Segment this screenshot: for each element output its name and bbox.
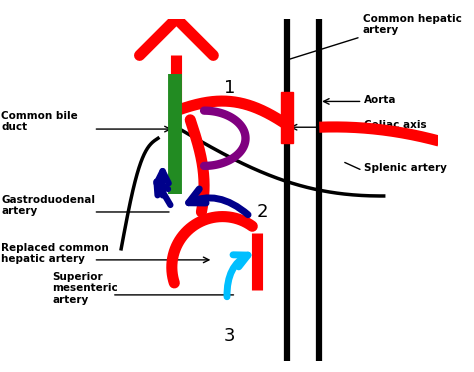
Text: 1: 1 [224, 78, 236, 97]
Text: Gastroduodenal
artery: Gastroduodenal artery [1, 195, 95, 217]
Text: Splenic artery: Splenic artery [365, 163, 447, 173]
Text: Celiac axis: Celiac axis [365, 121, 427, 130]
Text: Superior
mesenteric
artery: Superior mesenteric artery [52, 272, 118, 305]
Text: Replaced common
hepatic artery: Replaced common hepatic artery [1, 243, 109, 264]
Text: 3: 3 [224, 327, 236, 345]
Text: Aorta: Aorta [365, 94, 397, 105]
Bar [281, 92, 293, 143]
Text: 2: 2 [256, 203, 268, 221]
Text: Common hepatic
artery: Common hepatic artery [363, 13, 461, 35]
Text: Common bile
duct: Common bile duct [1, 111, 78, 132]
